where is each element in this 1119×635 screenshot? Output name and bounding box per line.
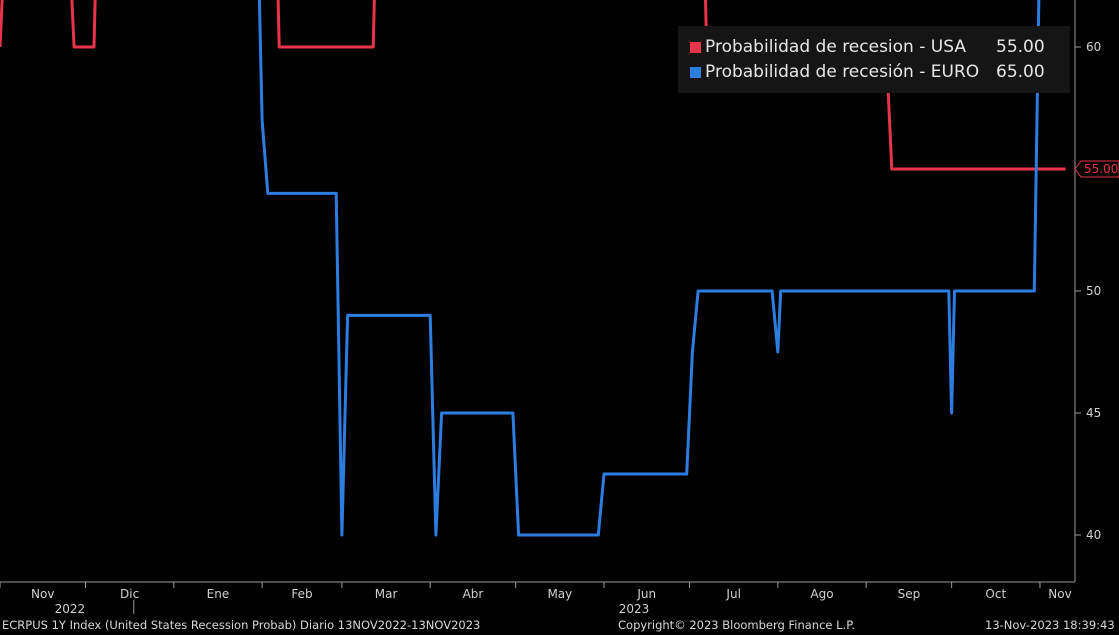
- x-tick-label: Oct: [985, 587, 1006, 601]
- x-tick-label: Dic: [120, 587, 139, 601]
- x-tick-label: Mar: [375, 587, 398, 601]
- legend-swatch-euro: [690, 66, 701, 78]
- y-tick-label: 45: [1086, 406, 1101, 420]
- x-tick-label: Ene: [207, 587, 230, 601]
- x-tick-label: Feb: [291, 587, 312, 601]
- footer-timestamp: 13-Nov-2023 18:39:43: [985, 618, 1115, 632]
- legend: Probabilidad de recesion - USA 55.00 Pro…: [678, 26, 1070, 93]
- legend-value-euro: 65.00: [996, 62, 1045, 82]
- series-lines: [0, 0, 1066, 537]
- legend-item-euro: Probabilidad de recesión - EURO 65.00: [690, 60, 1045, 84]
- x-tick-label: Jun: [636, 587, 656, 601]
- x-tick-label: Abr: [463, 587, 484, 601]
- last-value-label-usa: 55.00: [1084, 162, 1118, 176]
- legend-label-euro: Probabilidad de recesión - EURO: [705, 62, 980, 82]
- x-tick-label: Jul: [725, 587, 740, 601]
- year-label: 2023: [619, 602, 650, 616]
- series-line-euro: [257, 0, 1041, 537]
- footer-index-info: ECRPUS 1Y Index (United States Recession…: [2, 618, 481, 632]
- x-tick-label: Ago: [810, 587, 833, 601]
- legend-item-usa: Probabilidad de recesion - USA 55.00: [690, 35, 1045, 59]
- y-tick-label: 60: [1086, 40, 1101, 54]
- legend-value-usa: 55.00: [996, 37, 1045, 57]
- y-tick-label: 50: [1086, 284, 1101, 298]
- x-axis: Nov Dic Ene Feb Mar Abr May Jun Jul Ago Sep Oct Nov2…: [0, 581, 1075, 616]
- last-value-tag-usa: [1074, 160, 1119, 178]
- legend-swatch-usa: [690, 41, 701, 53]
- x-tick-label: Nov: [1048, 587, 1071, 601]
- y-axis: 4045506070758055.0065.00: [1074, 0, 1119, 582]
- x-tick-label: May: [547, 587, 572, 601]
- year-label: 2022: [55, 602, 86, 616]
- y-tick-label: 40: [1086, 528, 1101, 542]
- series-line-usa: [0, 0, 1066, 171]
- legend-label-usa: Probabilidad de recesion - USA: [705, 37, 966, 57]
- footer-copyright: Copyright© 2023 Bloomberg Finance L.P.: [618, 618, 855, 632]
- x-tick-label: Sep: [898, 587, 921, 601]
- x-tick-label: Nov: [31, 587, 54, 601]
